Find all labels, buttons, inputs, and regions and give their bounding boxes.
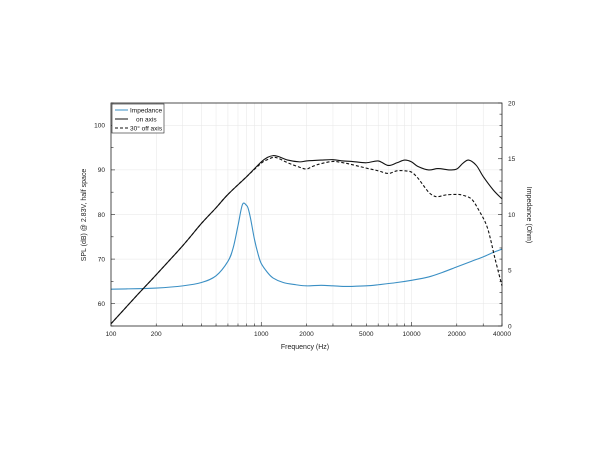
y-left-tick-label: 80 [98,212,106,219]
grid [110,103,503,326]
y-left-tick-label: 90 [98,167,106,174]
x-tick-label: 10000 [402,331,420,338]
y-axis-right-title: Impedance (Ohm) [525,187,532,243]
y-axis-left: 60 70 80 90 100 [94,102,115,327]
series-impedance-line [110,202,503,290]
x-axis-title: Frequency (Hz) [281,344,329,351]
y-axis-right: 0 5 10 15 20 [498,100,516,330]
y-right-tick-label: 5 [508,268,512,275]
legend: Impedance on axis 30° off axis [111,103,165,134]
y-axis-left-title: SPL (dB) @ 2.83V, half space [81,169,88,262]
y-left-tick-label: 60 [98,301,106,308]
y-right-tick-label: 15 [508,156,516,163]
y-left-tick-label: 100 [94,123,105,130]
y-right-tick-label: 10 [508,212,516,219]
y-left-tick-label: 70 [98,256,106,263]
legend-label-off-axis: 30° off axis [130,124,163,132]
x-axis: 100 200 1000 2000 5000 10000 20000 40000 [106,322,511,338]
x-tick-label: 1000 [254,331,269,338]
x-tick-label: 5000 [359,331,374,338]
x-tick-label: 200 [151,331,162,338]
x-tick-label: 40000 [493,331,511,338]
legend-label-impedance: Impedance [130,107,163,114]
x-tick-label: 2000 [299,331,314,338]
x-tick-label: 100 [106,331,117,338]
series-off-axis-line [110,156,503,325]
legend-label-on-axis: on axis [136,116,157,123]
series-layer [110,155,503,325]
x-tick-label: 20000 [448,331,466,338]
y-right-tick-label: 0 [508,323,512,330]
y-right-tick-label: 20 [508,100,516,107]
